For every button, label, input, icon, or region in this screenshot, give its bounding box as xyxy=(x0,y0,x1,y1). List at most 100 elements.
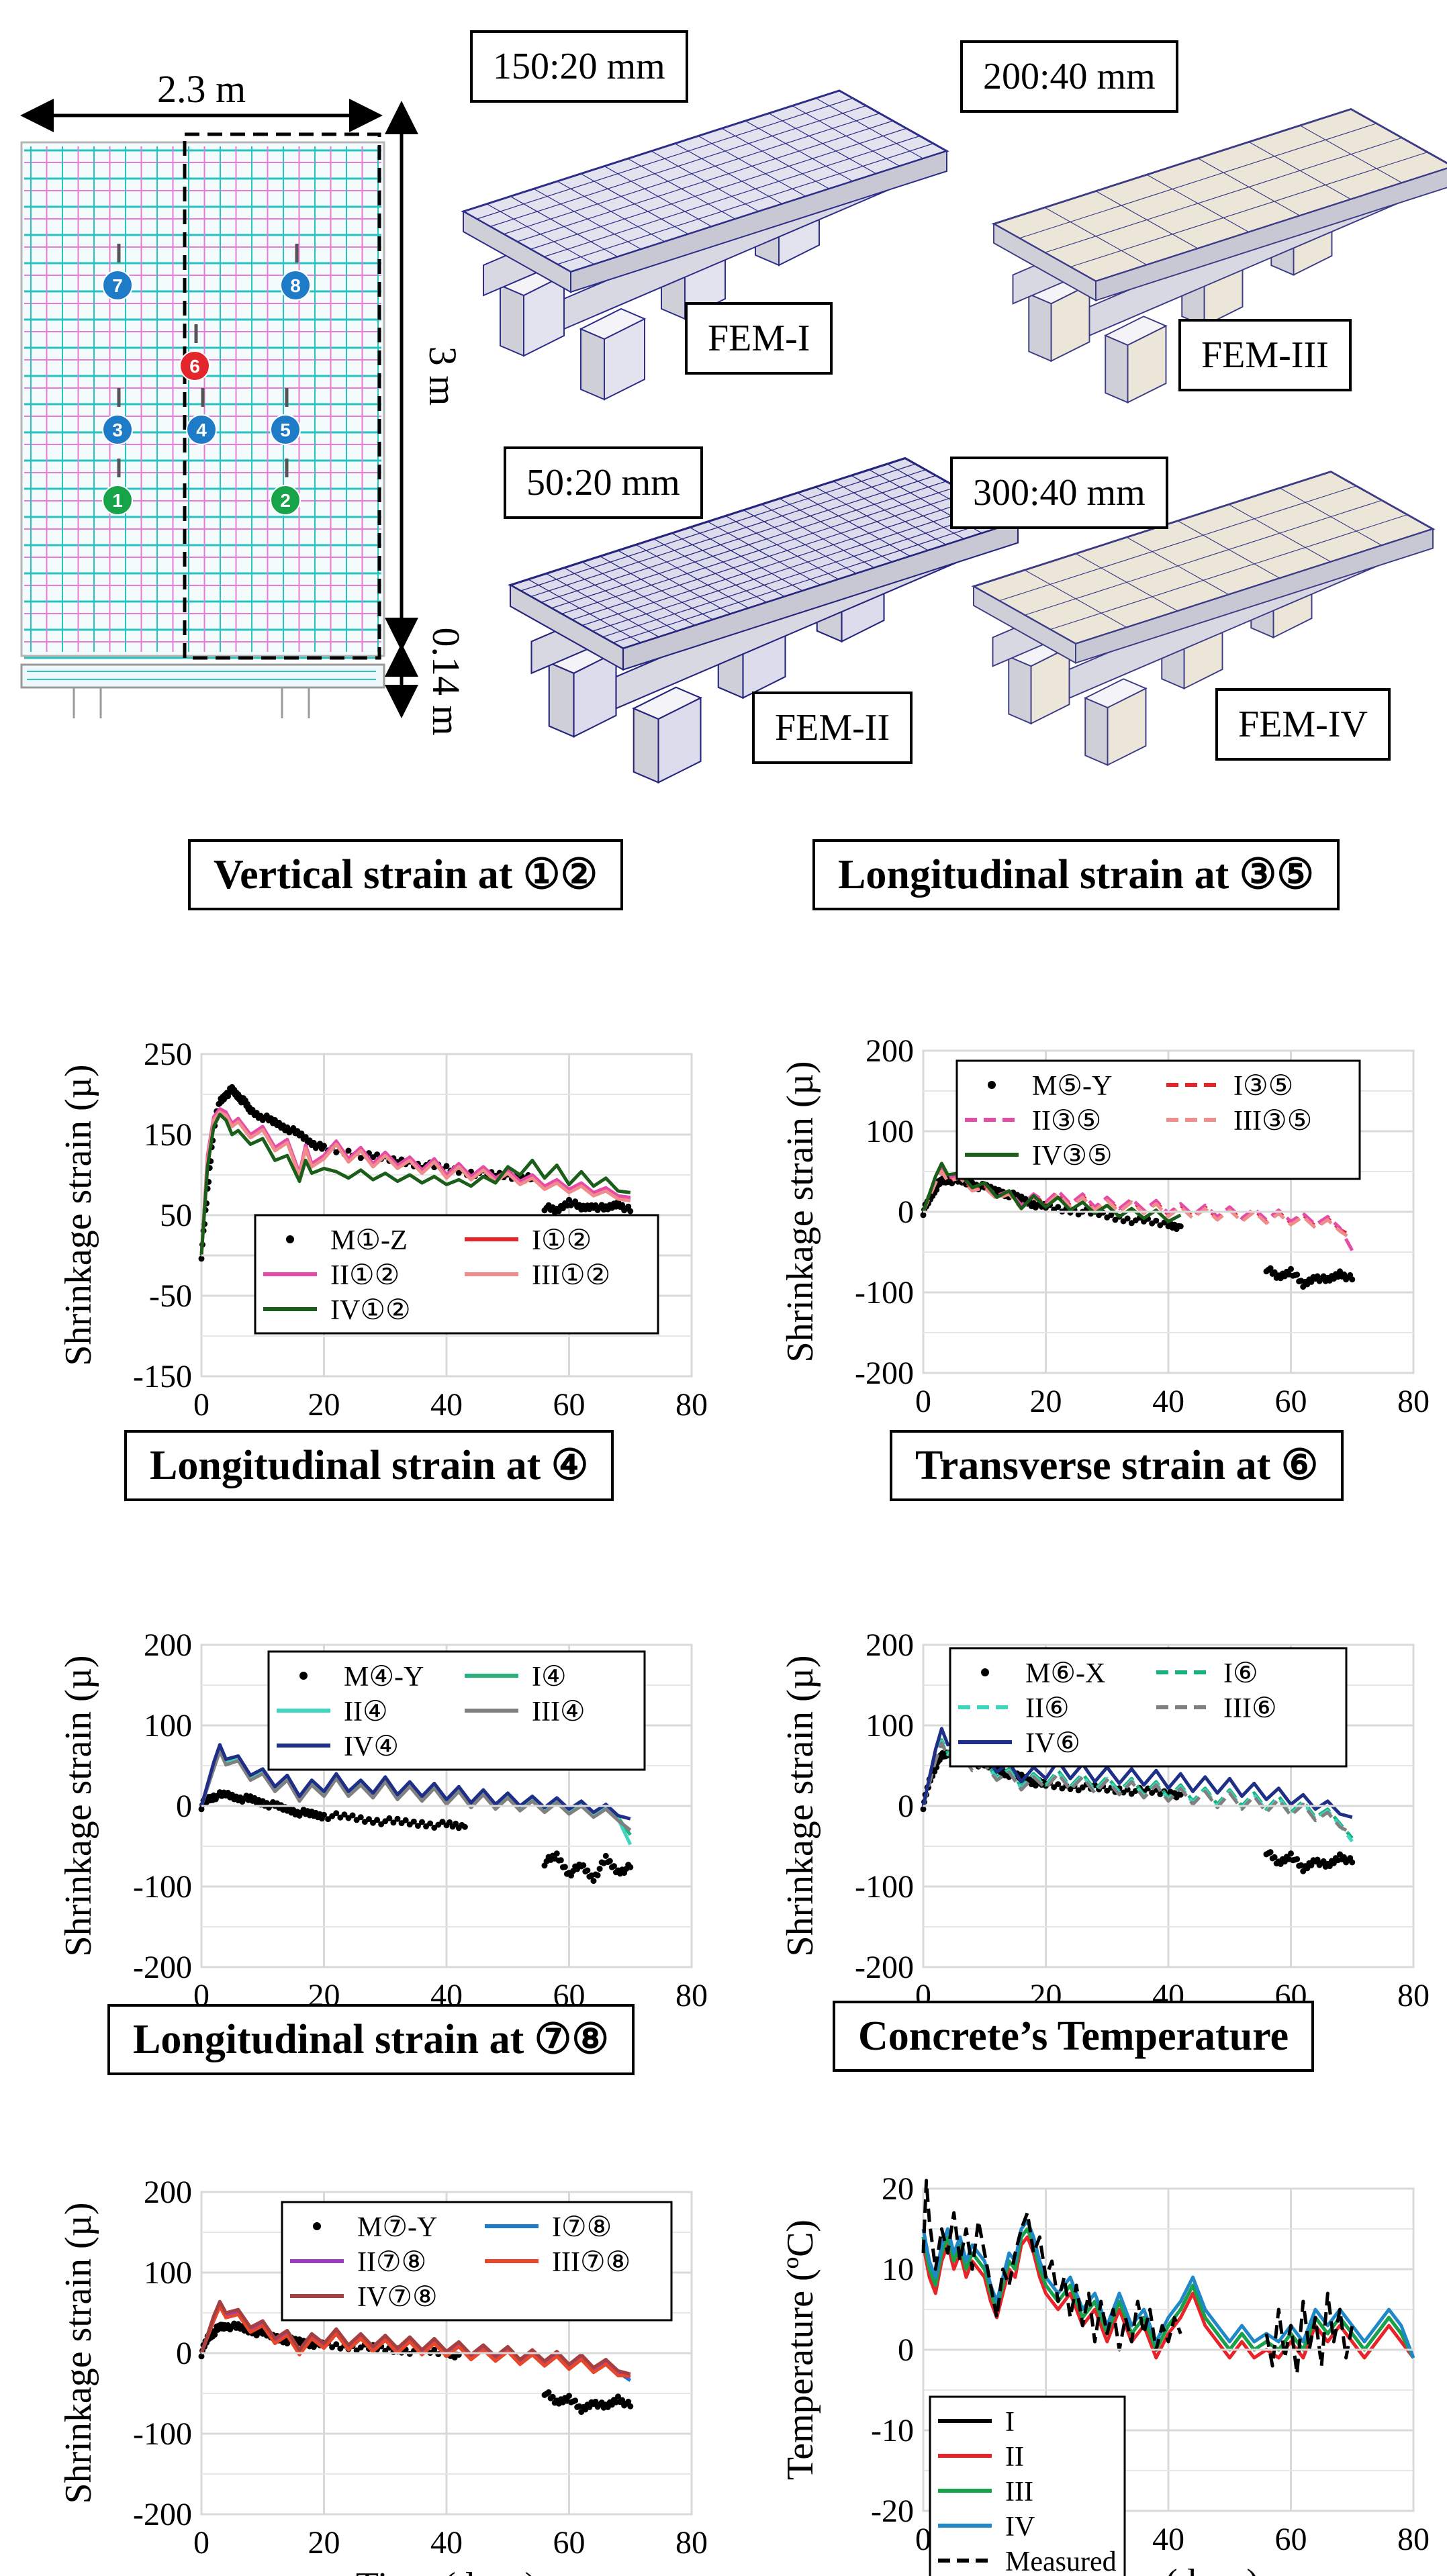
legend-label: IV③⑤ xyxy=(1032,1141,1113,1172)
series-III④ xyxy=(199,1749,632,1831)
data-point xyxy=(615,2393,621,2400)
legend-box xyxy=(929,2395,1126,2576)
legend-item: I xyxy=(938,2407,1015,2438)
x-tick-label: 80 xyxy=(675,1387,708,1423)
mesh-label-fem-i: 150:20 mm xyxy=(470,30,688,103)
x-tick-label: 20 xyxy=(1030,1384,1062,1419)
y-tick-label: 20 xyxy=(882,2171,914,2207)
y-axis-label: Shrinkage strain (µ) xyxy=(58,1064,99,1366)
legend-item: II⑦⑧ xyxy=(290,2247,426,2278)
y-axis-label: Temperature (ºC) xyxy=(780,2220,821,2480)
legend-item: III①② xyxy=(465,1260,610,1291)
data-point xyxy=(1294,1856,1301,1862)
data-point xyxy=(365,1816,372,1823)
x-tick-label: 60 xyxy=(553,1387,586,1423)
legend-item: M④-Y xyxy=(299,1662,424,1692)
data-point xyxy=(1153,1217,1160,1224)
chart-title: Vertical strain at ①② xyxy=(188,839,624,910)
data-point xyxy=(1267,1849,1274,1856)
legend-label: I⑦⑧ xyxy=(552,2212,612,2243)
legend-label: M④-Y xyxy=(344,1662,424,1692)
legend-label: II⑦⑧ xyxy=(357,2247,426,2278)
legend: M④-Y I④ II④ III④ IV④ xyxy=(267,1650,646,1771)
legend-box xyxy=(254,1214,659,1335)
legend-label: I③⑤ xyxy=(1233,1071,1293,1102)
legend-item: IV④ xyxy=(277,1731,399,1762)
data-point xyxy=(625,1203,632,1210)
data-point xyxy=(572,1198,579,1205)
y-tick-label: -200 xyxy=(133,2497,192,2532)
data-point xyxy=(390,1819,397,1826)
data-point xyxy=(198,2353,205,2360)
legend-swatch xyxy=(988,1081,996,1089)
y-tick-label: 200 xyxy=(866,1033,914,1069)
y-tick-label: -200 xyxy=(855,1950,914,1985)
y-tick-label: 100 xyxy=(866,1114,914,1149)
data-point xyxy=(1177,1223,1184,1230)
legend-label: III③⑤ xyxy=(1233,1106,1312,1137)
data-point xyxy=(566,2393,572,2399)
series-III⑦⑧ xyxy=(199,2304,631,2378)
legend-item: IV⑥ xyxy=(958,1728,1080,1759)
legend-item: Measured xyxy=(938,2546,1117,2576)
data-point xyxy=(920,1212,927,1219)
fem-model-2 xyxy=(991,107,1447,404)
legend-label: IV⑦⑧ xyxy=(357,2282,438,2313)
mesh-label-fem-iv: 300:40 mm xyxy=(950,457,1168,529)
model-label-fem-ii: FEM-II xyxy=(752,691,913,764)
legend-label: I④ xyxy=(532,1662,567,1692)
analysis-region-box xyxy=(183,132,381,660)
legend-label: III⑥ xyxy=(1223,1693,1277,1724)
data-point xyxy=(443,1163,450,1170)
gauge-marker-4: 4 xyxy=(186,388,217,445)
x-tick-label: 60 xyxy=(1275,2522,1307,2557)
y-tick-label: -100 xyxy=(133,2416,192,2452)
legend-item: III⑦⑧ xyxy=(485,2247,631,2278)
x-tick-label: 0 xyxy=(915,2522,931,2557)
series-line xyxy=(921,2179,1182,2352)
y-tick-label: -50 xyxy=(149,1278,192,1314)
legend-item: IV⑦⑧ xyxy=(290,2282,438,2313)
legend-label: II⑥ xyxy=(1025,1693,1070,1724)
data-point xyxy=(321,1143,327,1149)
series-II①② xyxy=(199,1107,631,1256)
x-axis-label: Time (days) xyxy=(356,2565,537,2576)
gauge-marker-6: 6 xyxy=(179,324,210,381)
legend-label: III xyxy=(1005,2477,1033,2508)
x-tick-label: 80 xyxy=(1397,2522,1430,2557)
data-point xyxy=(610,1863,617,1870)
x-tick-label: 40 xyxy=(430,2525,463,2561)
legend-item: M⑤-Y xyxy=(988,1071,1112,1102)
slab-plan: 1 2 3 4 5 6 7 8 xyxy=(20,132,385,718)
legend-label: IV xyxy=(1005,2512,1035,2542)
legend-item: I④ xyxy=(465,1662,567,1692)
legend-item: II⑥ xyxy=(958,1693,1070,1724)
chart-title: Longitudinal strain at ③⑤ xyxy=(812,839,1340,910)
data-point xyxy=(586,2403,593,2410)
legend-item: II④ xyxy=(277,1697,388,1727)
data-point xyxy=(374,1151,381,1158)
series-IV④ xyxy=(199,1743,631,1821)
legend-item: III xyxy=(938,2477,1033,2508)
x-tick-label: 20 xyxy=(308,1387,340,1423)
series-line xyxy=(199,1112,631,1256)
model-figure: 1 2 3 4 5 6 7 8 2.3 m 3 m 0.14 m xyxy=(20,67,1447,784)
legend-label: I①② xyxy=(532,1225,592,1256)
slab-section xyxy=(20,663,385,689)
y-tick-label: -200 xyxy=(133,1950,192,1985)
data-point xyxy=(1177,1791,1184,1798)
gauge-number: 8 xyxy=(290,275,301,296)
legend-label: M⑥-X xyxy=(1025,1658,1105,1689)
x-tick-label: 80 xyxy=(1397,1978,1430,2013)
series-line xyxy=(199,1107,631,1256)
gauge-number: 7 xyxy=(112,275,123,296)
series-III①② xyxy=(199,1110,631,1256)
data-point xyxy=(447,1819,453,1825)
data-point xyxy=(566,1196,572,1203)
